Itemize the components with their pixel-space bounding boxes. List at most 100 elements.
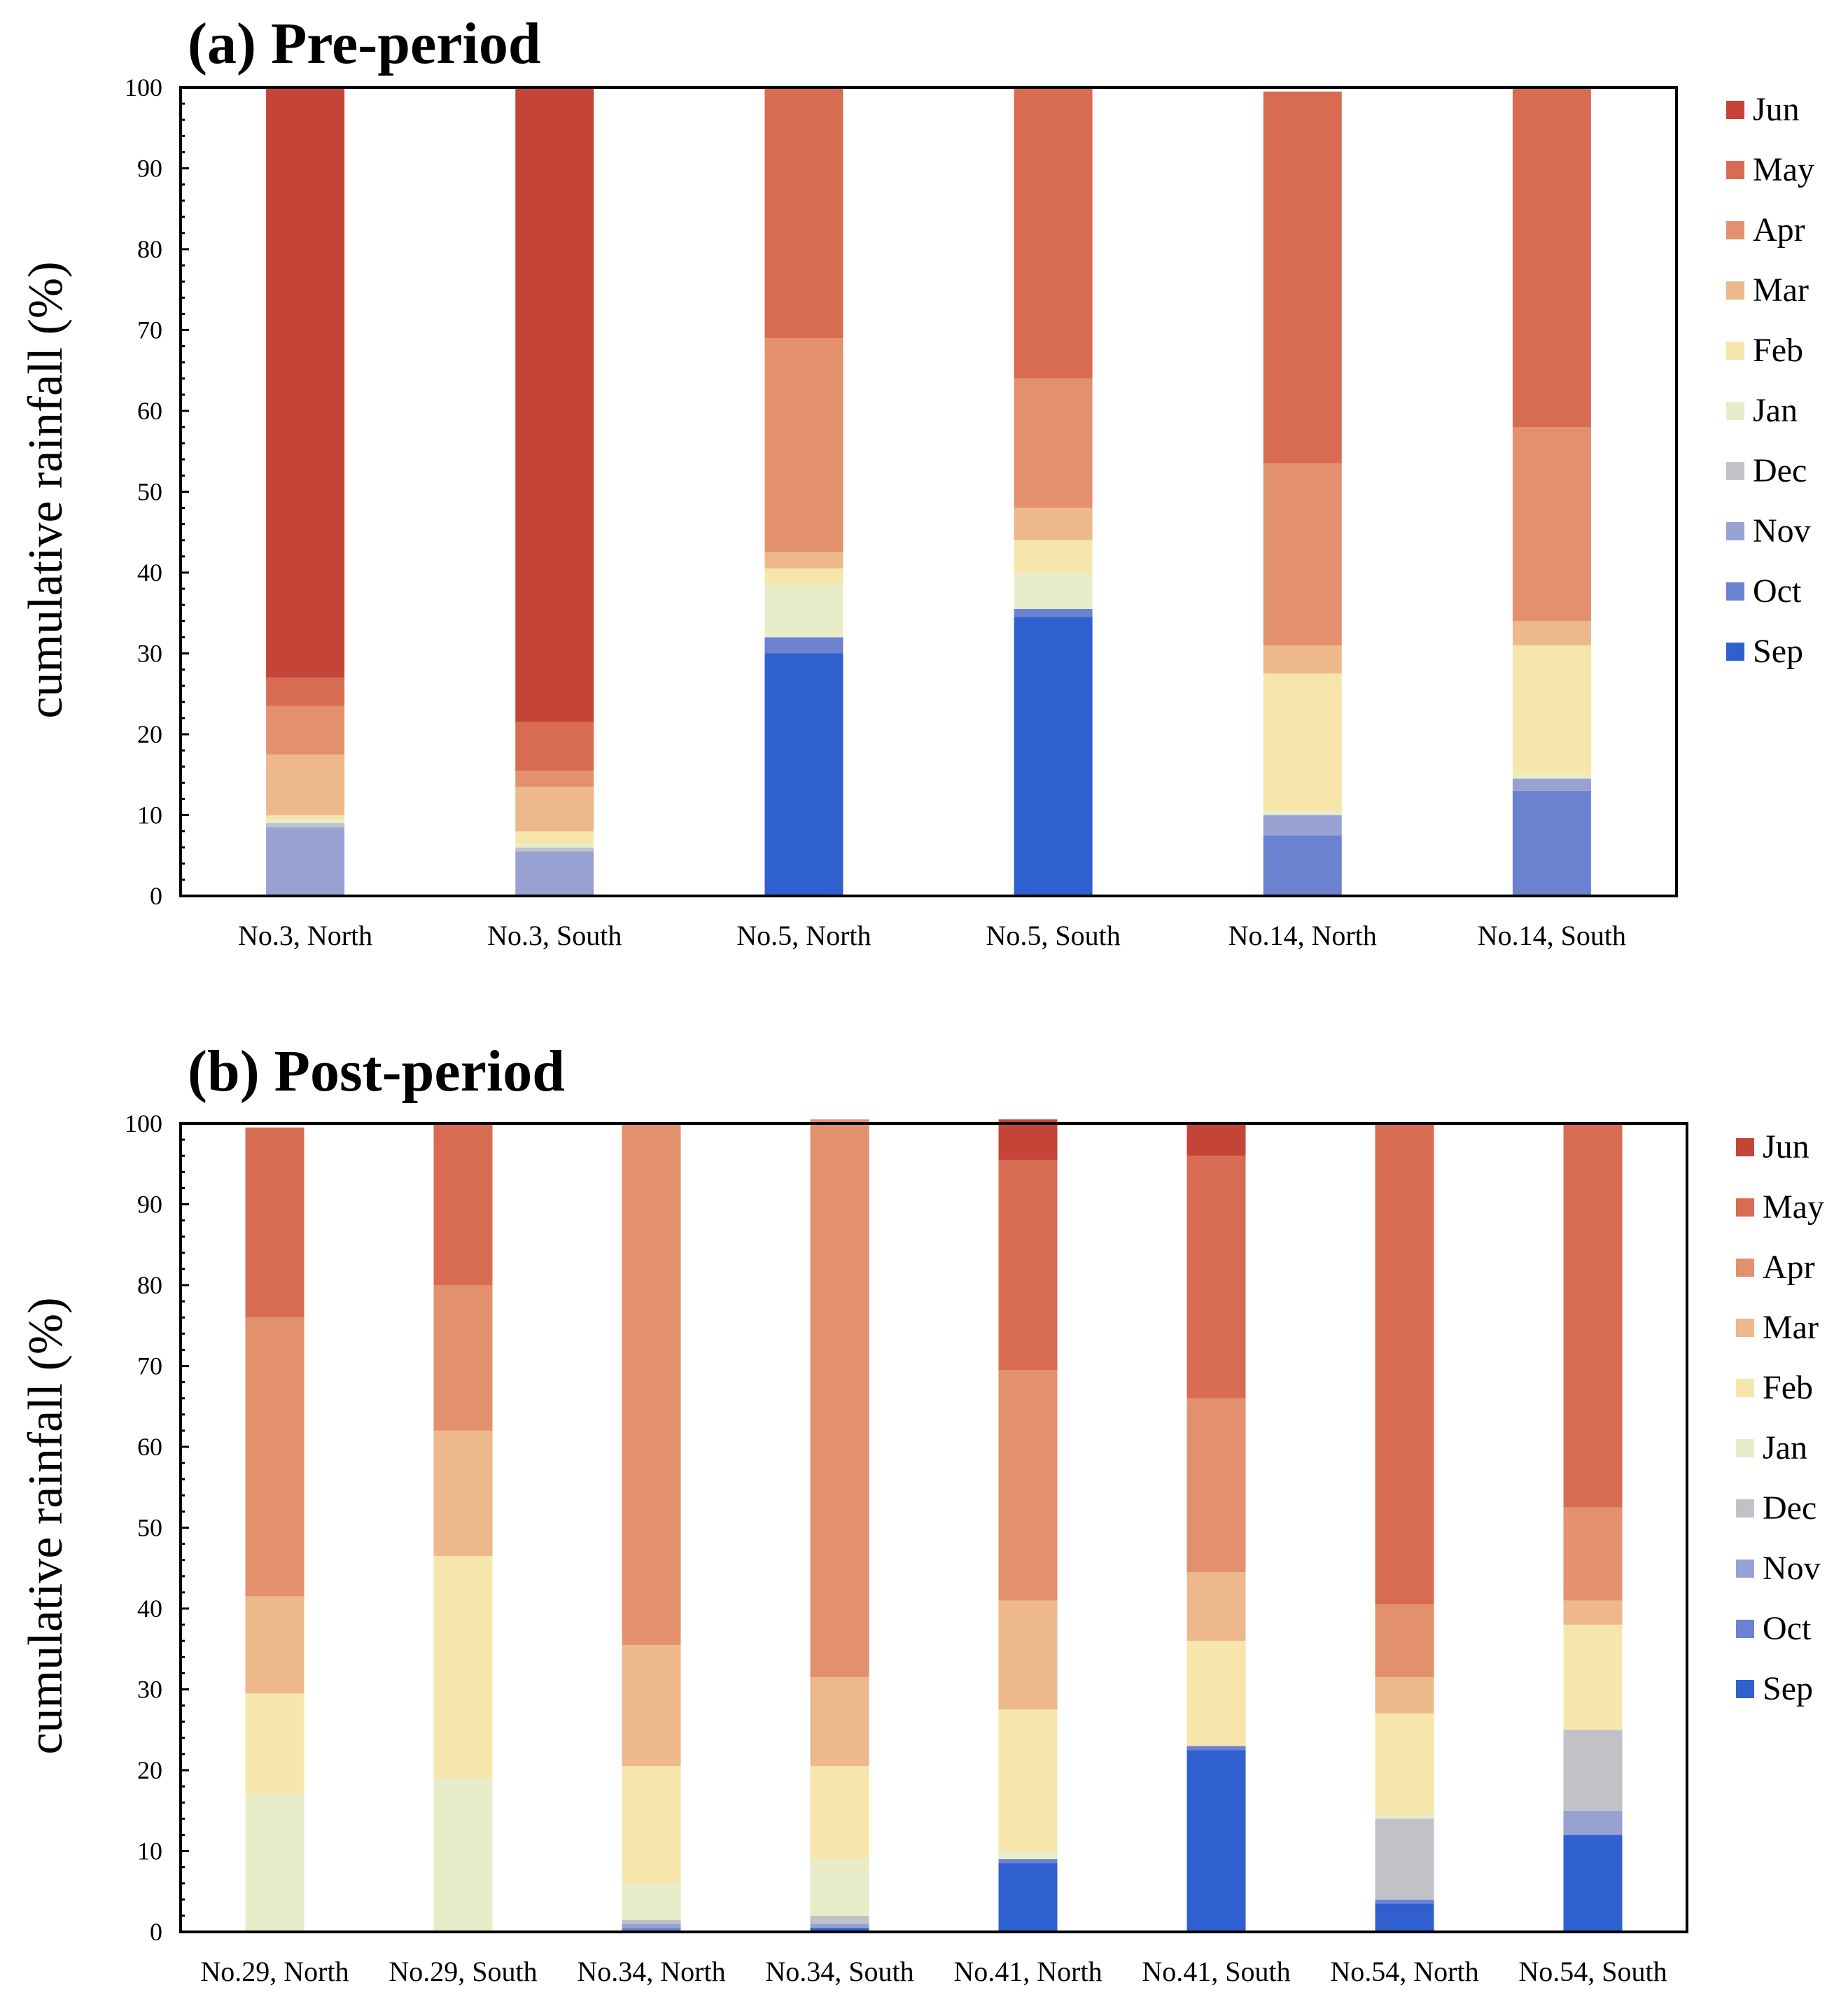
x-tick-label: No.5, North (736, 920, 871, 951)
bar-segment-feb-no-54-north (1375, 1714, 1434, 1815)
bar-segment-nov-no-34-south (810, 1924, 869, 1928)
bar-segment-feb-no-34-north (622, 1766, 681, 1884)
bar-segment-may-no-54-south (1563, 1123, 1623, 1508)
legend-swatch (1736, 1379, 1754, 1397)
bar-segment-apr-no-41-south (1186, 1398, 1246, 1573)
bar-segment-mar-no-3-south (515, 787, 594, 832)
bar-segment-sep-no-54-south (1563, 1835, 1623, 1932)
bar-segment-may-no-29-north (245, 1127, 304, 1318)
legend-swatch (1726, 281, 1744, 300)
legend-item-feb: Feb (1736, 1369, 1813, 1406)
x-tick-label: No.41, North (953, 1956, 1102, 1987)
legend-item-jun: Jun (1736, 1128, 1809, 1165)
legend-swatch (1736, 1319, 1754, 1337)
legend-item-dec: Dec (1726, 452, 1807, 489)
legend-swatch (1736, 1259, 1754, 1277)
bar-segment-feb-no-14-south (1512, 645, 1591, 775)
y-tick-label: 40 (137, 1595, 162, 1623)
y-axis-label: cumulative rainfall (%) (19, 261, 73, 718)
bar-segment-apr-no-5-north (764, 338, 844, 553)
bar-segment-oct-no-14-south (1512, 790, 1591, 896)
x-tick-label: No.34, South (765, 1956, 913, 1987)
legend-item-apr: Apr (1726, 211, 1805, 248)
bar-segment-may-no-14-north (1263, 91, 1342, 464)
x-tick-label: No.5, South (986, 920, 1120, 951)
bar-segment-may-no-29-south (433, 1123, 493, 1285)
bar-segment-may-no-41-south (1186, 1156, 1246, 1399)
x-tick-label: No.34, North (577, 1956, 725, 1987)
legend-label: Jan (1763, 1429, 1807, 1466)
y-tick-label: 60 (137, 397, 162, 425)
bar-segment-apr-no-14-north (1263, 463, 1342, 645)
legend-item-dec: Dec (1736, 1490, 1816, 1527)
legend-label: Feb (1763, 1369, 1813, 1406)
legend-swatch (1736, 1138, 1754, 1156)
legend-item-jan: Jan (1736, 1429, 1807, 1466)
bar-segment-nov-no-3-north (266, 827, 345, 896)
y-tick-label: 80 (137, 235, 162, 263)
bar-segment-mar-no-5-north (764, 552, 844, 569)
legend-swatch (1736, 1499, 1754, 1518)
bar-segment-sep-no-54-north (1375, 1903, 1434, 1932)
y-tick-label: 30 (137, 1676, 162, 1704)
bar-segment-jan-no-5-north (764, 584, 844, 638)
bar-segment-may-no-3-north (266, 678, 345, 706)
legend-label: Oct (1763, 1610, 1812, 1647)
bar-segment-mar-no-29-north (245, 1596, 304, 1694)
bar-segment-sep-no-41-south (1186, 1750, 1246, 1932)
bar-segment-mar-no-3-north (266, 754, 345, 815)
bar-segment-apr-no-34-south (810, 1119, 869, 1678)
bar-segment-feb-no-41-south (1186, 1641, 1246, 1746)
legend-label: Oct (1753, 573, 1802, 610)
bar-segment-sep-no-41-north (998, 1863, 1058, 1932)
y-tick-label: 50 (137, 1514, 162, 1542)
x-tick-label: No.41, South (1142, 1956, 1290, 1987)
bar-segment-mar-no-5-south (1014, 507, 1093, 540)
bar-segment-feb-no-3-south (515, 831, 594, 843)
y-tick-label: 80 (137, 1271, 162, 1299)
legend-swatch (1726, 221, 1744, 239)
bar-segment-jan-no-14-south (1512, 774, 1591, 779)
bar-segment-mar-no-29-south (433, 1430, 493, 1556)
legend-item-sep: Sep (1736, 1670, 1813, 1707)
bar-segment-may-no-41-north (998, 1159, 1058, 1371)
legend: Jun May Apr Mar Feb Jan Dec Nov Oct Sep (1736, 1128, 1824, 1707)
legend-item-nov: Nov (1736, 1550, 1821, 1587)
bar-segment-feb-no-14-north (1263, 673, 1342, 811)
plot-frame (179, 1122, 1688, 1933)
legend-label: Mar (1753, 272, 1809, 309)
y-tick-label: 20 (137, 720, 162, 748)
y-tick-label: 90 (137, 155, 162, 183)
legend-item-nov: Nov (1726, 512, 1811, 549)
legend-label: Sep (1763, 1670, 1813, 1707)
y-tick-label: 60 (137, 1433, 162, 1461)
bar-segment-dec-no-3-north (266, 823, 345, 827)
bar-segment-jun-no-41-north (998, 1119, 1058, 1160)
bar-segment-nov-no-34-north (622, 1924, 681, 1928)
legend-item-may: May (1736, 1189, 1824, 1226)
bar-segment-feb-no-5-south (1014, 540, 1093, 573)
y-tick-label: 90 (137, 1191, 162, 1219)
bar-segment-sep-no-5-north (764, 653, 844, 896)
legend-item-may: May (1726, 151, 1814, 188)
bar-stacks (245, 1119, 1623, 1932)
bar-segment-apr-no-3-north (266, 706, 345, 755)
bar-segment-jan-no-54-north (1375, 1814, 1434, 1819)
legend-swatch (1736, 1620, 1754, 1638)
y-tick-label: 100 (125, 73, 162, 101)
bar-segment-apr-no-5-south (1014, 378, 1093, 508)
legend-label: May (1763, 1189, 1824, 1226)
legend-item-mar: Mar (1726, 272, 1809, 309)
bar-segment-mar-no-41-south (1186, 1572, 1246, 1641)
bar-segment-apr-no-41-north (998, 1370, 1058, 1601)
bar-segment-oct-no-5-north (764, 637, 844, 654)
bar-segment-feb-no-29-north (245, 1693, 304, 1795)
bar-segment-feb-no-29-south (433, 1555, 493, 1779)
legend-label: Jun (1753, 91, 1800, 128)
bar-segment-may-no-14-south (1512, 87, 1591, 428)
bar-segment-apr-no-54-south (1563, 1507, 1623, 1601)
bar-segment-oct-no-34-north (622, 1928, 681, 1932)
bar-segment-apr-no-54-north (1375, 1604, 1434, 1678)
x-tick-label: No.14, North (1228, 920, 1377, 951)
